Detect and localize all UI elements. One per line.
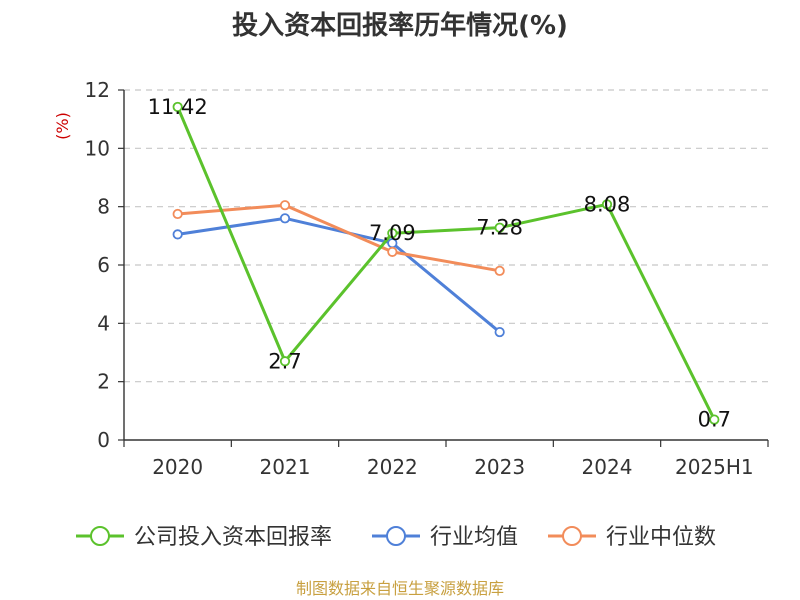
y-tick-label-6: 6 bbox=[97, 253, 110, 277]
legend-item-2: 行业中位数 bbox=[548, 525, 716, 550]
series-line-2 bbox=[177, 203, 500, 273]
x-tick-label-2020: 2020 bbox=[152, 455, 203, 479]
series-1 bbox=[172, 213, 505, 338]
x-tick-label-2022: 2022 bbox=[367, 455, 418, 479]
series-0-point-2024 bbox=[601, 199, 613, 210]
axes: 0 2 4 6 8 10 12 2020 2021 2022 2023 2024 2025H1 bbox=[85, 78, 769, 479]
series-2-point-2021 bbox=[279, 200, 291, 211]
x-tick-label-2021: 2021 bbox=[260, 455, 311, 479]
grid-lines bbox=[124, 89, 768, 383]
legend-label-0: 公司投入资本回报率 bbox=[134, 525, 332, 550]
x-tick-label-2024: 2024 bbox=[582, 455, 633, 479]
series-1-point-2020 bbox=[172, 229, 183, 240]
legend-label-1: 行业均值 bbox=[430, 525, 518, 550]
legend: 公司投入资本回报率 行业均值 行业中位数 bbox=[76, 525, 716, 550]
legend-marker-0 bbox=[90, 526, 110, 546]
x-tick-label-2023: 2023 bbox=[474, 455, 525, 479]
data-label-2025H1: 0.7 bbox=[698, 408, 731, 432]
series-2-point-2022 bbox=[387, 246, 398, 257]
y-tick-label-4: 4 bbox=[97, 311, 110, 335]
series-layer bbox=[172, 101, 720, 425]
data-label-2020: 11.42 bbox=[148, 95, 208, 119]
y-axis-label: (%) bbox=[53, 112, 72, 140]
chart-title: 投入资本回报率历年情况(%) bbox=[232, 10, 568, 41]
legend-item-1: 行业均值 bbox=[372, 525, 518, 550]
source-note: 制图数据来自恒生聚源数据库 bbox=[296, 579, 504, 598]
series-2 bbox=[172, 200, 505, 276]
series-0-point-2023 bbox=[494, 222, 505, 233]
legend-marker-1 bbox=[386, 526, 406, 546]
data-labels: 11.42 2.7 7.09 7.28 8.08 0.7 bbox=[148, 95, 731, 432]
x-tick-label-2025H1: 2025H1 bbox=[675, 455, 754, 479]
data-label-2024: 8.08 bbox=[584, 192, 631, 216]
y-tick-label-2: 2 bbox=[97, 370, 110, 394]
series-2-point-2020 bbox=[172, 208, 183, 220]
series-0-point-2021 bbox=[279, 356, 291, 367]
data-label-2021: 2.7 bbox=[268, 349, 301, 373]
series-0-point-2025H1 bbox=[709, 414, 720, 425]
series-2-point-2023 bbox=[494, 265, 505, 276]
series-1-point-2023 bbox=[494, 326, 505, 338]
y-tick-label-0: 0 bbox=[97, 428, 110, 452]
series-1-point-2021 bbox=[279, 213, 291, 224]
data-label-2023: 7.28 bbox=[476, 216, 523, 240]
y-tick-label-10: 10 bbox=[85, 136, 110, 160]
data-label-2022: 7.09 bbox=[369, 221, 416, 245]
legend-label-2: 行业中位数 bbox=[606, 525, 716, 550]
y-tick-label-8: 8 bbox=[97, 195, 110, 219]
series-line-1 bbox=[177, 216, 501, 334]
series-0-point-2022 bbox=[387, 228, 398, 239]
y-tick-label-12: 12 bbox=[85, 78, 110, 102]
legend-item-0: 公司投入资本回报率 bbox=[76, 525, 332, 550]
series-line-0 bbox=[176, 106, 716, 421]
legend-marker-2 bbox=[562, 526, 582, 546]
series-0-point-2020 bbox=[172, 101, 183, 113]
series-0 bbox=[172, 101, 720, 425]
